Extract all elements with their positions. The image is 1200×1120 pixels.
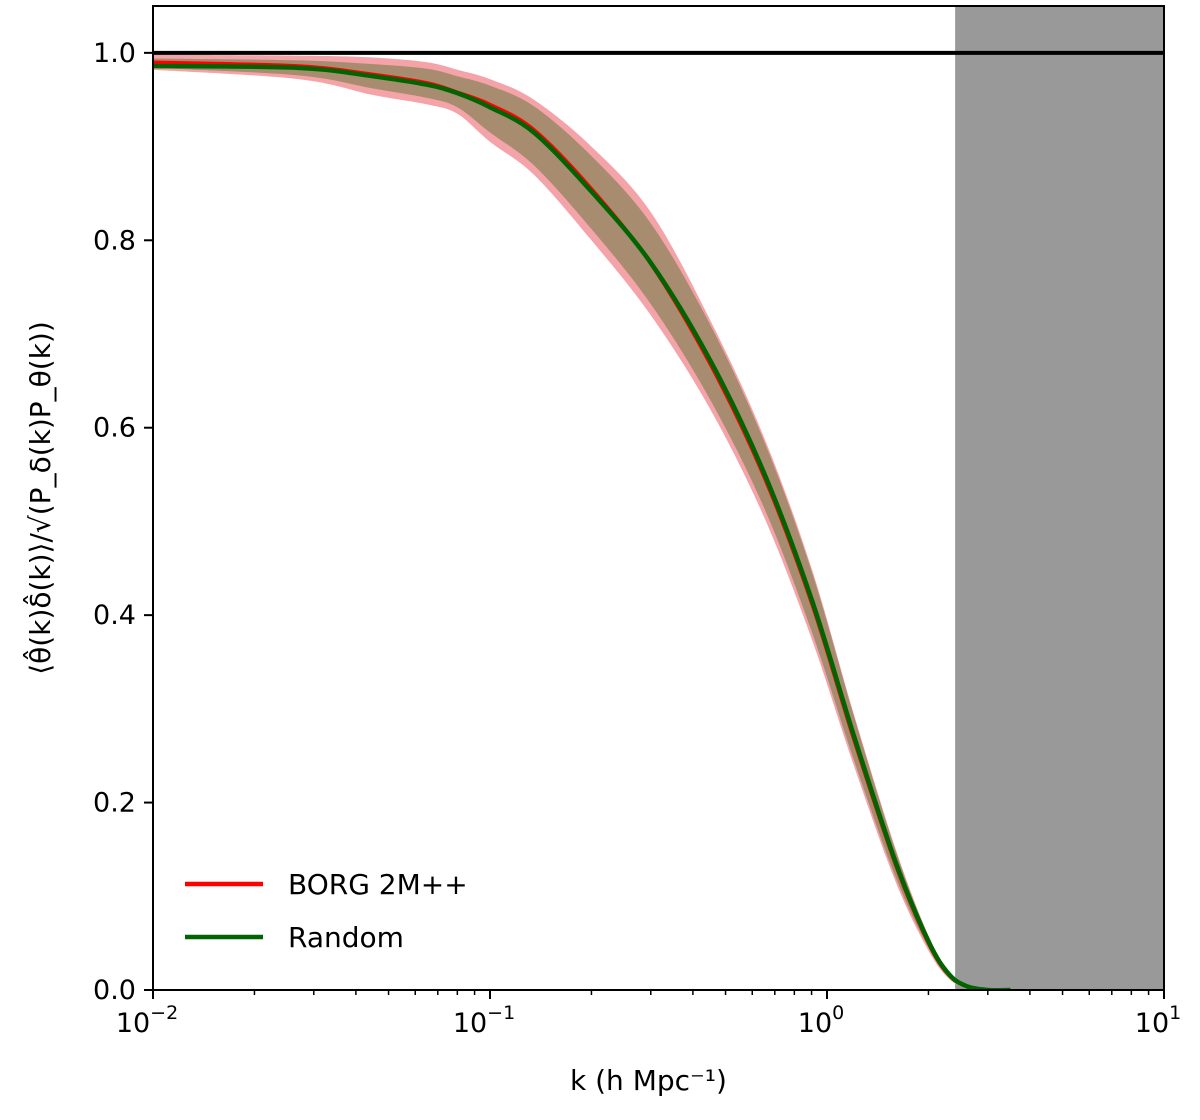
legend: BORG 2M++ Random: [185, 868, 468, 954]
shaded-region: [955, 6, 1164, 990]
plot-area: [153, 6, 1164, 990]
y-tick-label-1: 0.0: [93, 975, 136, 1006]
x-tick-label-2: 10−1: [453, 1002, 515, 1039]
plot-inner: [153, 6, 1164, 990]
legend-label-1: BORG 2M++: [288, 868, 468, 901]
y-tick-label-5: 0.8: [93, 225, 136, 256]
y-tick-label-3: 0.4: [93, 600, 136, 631]
plot-frame: [152, 5, 1165, 991]
x-tick-label-1: 10−2: [116, 1002, 178, 1039]
y-tick-label-2: 0.2: [93, 788, 136, 819]
series-line-2: [153, 63, 1011, 990]
y-tick-label-6: 1.0: [93, 38, 136, 69]
x-axis-label: k (h Mpc⁻¹): [570, 1064, 727, 1097]
x-tick-label-3: 100: [798, 1002, 844, 1039]
legend-label-2: Random: [288, 921, 404, 954]
x-tick-label-4: 101: [1135, 1002, 1181, 1039]
axes: 10−2 10−1 100 101 0.0 0.2 0.4 0.6 0.8 1.0 k (h Mpc…: [21, 5, 1181, 1097]
y-tick-label-4: 0.6: [93, 413, 136, 444]
y-axis-label: ⟨θ̂(k)δ̂(k)⟩/√(P_δ(k)P_θ(k)): [21, 321, 57, 675]
